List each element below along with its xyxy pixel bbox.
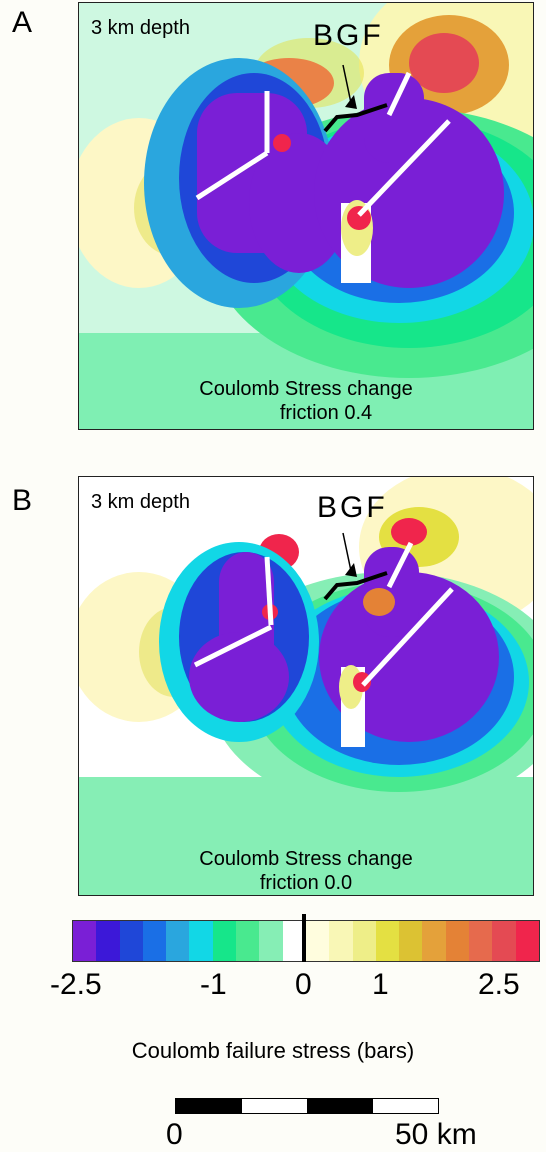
colorbar-swatch-12 xyxy=(352,921,376,961)
colorbar-swatch-4 xyxy=(166,921,190,961)
colorbar-zero-marker xyxy=(302,914,306,962)
colorbar xyxy=(72,920,540,962)
colorbar-swatch-5 xyxy=(189,921,213,961)
colorbar-swatch-1 xyxy=(96,921,120,961)
colorbar-swatch-14 xyxy=(399,921,423,961)
colorbar-tick-neg1: -1 xyxy=(200,968,227,1001)
colorbar-title: Coulomb failure stress (bars) xyxy=(131,1038,415,1063)
colorbar-swatch-8 xyxy=(259,921,283,961)
colorbar-swatch-18 xyxy=(492,921,516,961)
colorbar-swatch-7 xyxy=(236,921,260,961)
panel-a-fault-label: BGF xyxy=(313,19,384,52)
colorbar-swatch-19 xyxy=(515,921,539,961)
colorbar-swatch-15 xyxy=(422,921,446,961)
colorbar-swatch-10 xyxy=(305,921,330,961)
colorbar-swatch-6 xyxy=(212,921,237,961)
colorbar-swatch-0 xyxy=(73,921,97,961)
colorbar-swatch-9 xyxy=(282,921,306,961)
colorbar-swatch-16 xyxy=(445,921,470,961)
colorbar-swatch-11 xyxy=(329,921,353,961)
colorbar-tick-0: 0 xyxy=(295,968,312,1001)
panel-a-map: 3 km depth BGF Coulomb Stress change fri… xyxy=(78,2,534,430)
scale-bar xyxy=(175,1098,439,1114)
panel-a-caption-line1: Coulomb Stress change xyxy=(199,378,413,400)
panel-b-caption-line1: Coulomb Stress change xyxy=(199,848,413,870)
panel-a-depth-label: 3 km depth xyxy=(91,17,190,39)
colorbar-swatch-3 xyxy=(142,921,167,961)
colorbar-tick-neg2-5: -2.5 xyxy=(50,968,102,1001)
panel-a-caption-line2: friction 0.4 xyxy=(279,402,373,424)
panel-b-map: 3 km depth BGF Coulomb Stress change fri… xyxy=(78,476,534,896)
colorbar-swatch-2 xyxy=(119,921,143,961)
panel-b-depth-label: 3 km depth xyxy=(91,491,190,513)
scale-label-end: 50 km xyxy=(395,1118,477,1151)
panel-a-letter: A xyxy=(12,6,33,39)
colorbar-tick-1: 1 xyxy=(372,968,389,1001)
colorbar-swatch-17 xyxy=(469,921,493,961)
colorbar-tick-2-5: 2.5 xyxy=(478,968,520,1001)
panel-b-fault-label: BGF xyxy=(317,491,388,524)
colorbar-swatch-13 xyxy=(375,921,400,961)
panel-b-stress-field xyxy=(79,477,533,895)
panel-a-stress-field xyxy=(79,3,533,429)
panel-b-caption-line2: friction 0.0 xyxy=(259,872,353,894)
panel-b-letter: B xyxy=(12,484,33,517)
scale-label-start: 0 xyxy=(166,1118,183,1151)
